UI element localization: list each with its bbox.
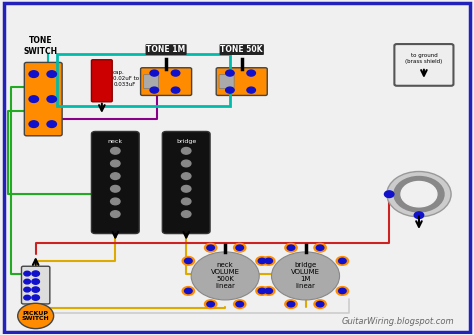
FancyBboxPatch shape [394,44,454,86]
Circle shape [191,252,259,300]
FancyBboxPatch shape [91,131,139,233]
Text: TONE 50K: TONE 50K [220,45,263,54]
Circle shape [234,243,246,252]
Circle shape [287,245,295,250]
Circle shape [314,300,326,309]
Circle shape [265,258,273,264]
Circle shape [110,147,120,154]
Circle shape [184,288,192,293]
Circle shape [182,173,191,180]
Circle shape [24,287,30,292]
FancyBboxPatch shape [216,68,267,95]
Circle shape [24,271,30,276]
Circle shape [184,258,192,264]
Circle shape [182,257,194,265]
Circle shape [258,288,266,293]
Circle shape [204,243,217,252]
Circle shape [171,70,180,76]
Text: bridge: bridge [176,139,196,144]
Circle shape [110,211,120,217]
Circle shape [316,245,324,250]
Circle shape [285,243,297,252]
Text: neck
VOLUME
500K
linear: neck VOLUME 500K linear [210,262,240,289]
Text: GuitarWiring.blogspot.com: GuitarWiring.blogspot.com [342,317,455,326]
Text: TONE 1M: TONE 1M [146,45,186,54]
Circle shape [150,70,158,76]
Circle shape [236,245,244,250]
Circle shape [29,71,38,77]
Circle shape [207,302,214,307]
Circle shape [32,287,39,292]
Text: to ground
(brass shield): to ground (brass shield) [405,53,443,64]
FancyBboxPatch shape [141,68,191,95]
Text: cap.
0.02uF to
0.033uF: cap. 0.02uF to 0.033uF [113,70,139,87]
Text: neck: neck [108,139,123,144]
Circle shape [272,252,339,300]
Circle shape [256,287,268,295]
Circle shape [29,121,38,127]
Circle shape [234,300,246,309]
Circle shape [226,70,234,76]
Circle shape [150,87,158,93]
Circle shape [414,212,424,218]
Circle shape [32,271,39,276]
Text: PICKUP
SWITCH: PICKUP SWITCH [22,311,50,321]
Circle shape [316,302,324,307]
FancyBboxPatch shape [21,266,50,304]
Circle shape [204,300,217,309]
Text: TONE
SWITCH: TONE SWITCH [24,36,58,56]
Circle shape [182,160,191,167]
Circle shape [182,147,191,154]
FancyBboxPatch shape [24,62,62,136]
Circle shape [336,287,348,295]
FancyBboxPatch shape [4,3,470,332]
Circle shape [247,87,255,93]
Circle shape [258,258,266,264]
Circle shape [47,121,56,127]
Circle shape [24,279,30,284]
Circle shape [338,288,346,293]
Circle shape [24,295,30,300]
Circle shape [263,287,275,295]
Circle shape [47,96,56,103]
Circle shape [182,211,191,217]
Circle shape [171,87,180,93]
Circle shape [256,257,268,265]
Circle shape [18,303,54,329]
Circle shape [110,186,120,192]
Circle shape [32,295,39,300]
Circle shape [387,172,451,217]
Circle shape [314,243,326,252]
Circle shape [29,96,38,103]
Circle shape [47,71,56,77]
Circle shape [338,258,346,264]
Circle shape [285,300,297,309]
Circle shape [401,182,437,207]
Circle shape [265,288,273,293]
Circle shape [32,279,39,284]
Circle shape [182,198,191,205]
FancyBboxPatch shape [91,60,112,102]
Circle shape [110,173,120,180]
Circle shape [336,257,348,265]
Circle shape [182,186,191,192]
Circle shape [287,302,295,307]
Circle shape [394,177,444,212]
Text: bridge
VOLUME
1M
linear: bridge VOLUME 1M linear [291,262,320,289]
Circle shape [110,160,120,167]
Circle shape [384,191,394,198]
Circle shape [236,302,244,307]
Circle shape [226,87,234,93]
Circle shape [110,198,120,205]
Circle shape [247,70,255,76]
FancyBboxPatch shape [144,75,158,88]
Circle shape [263,257,275,265]
FancyBboxPatch shape [219,75,234,88]
FancyBboxPatch shape [162,131,210,233]
Circle shape [207,245,214,250]
Circle shape [182,287,194,295]
